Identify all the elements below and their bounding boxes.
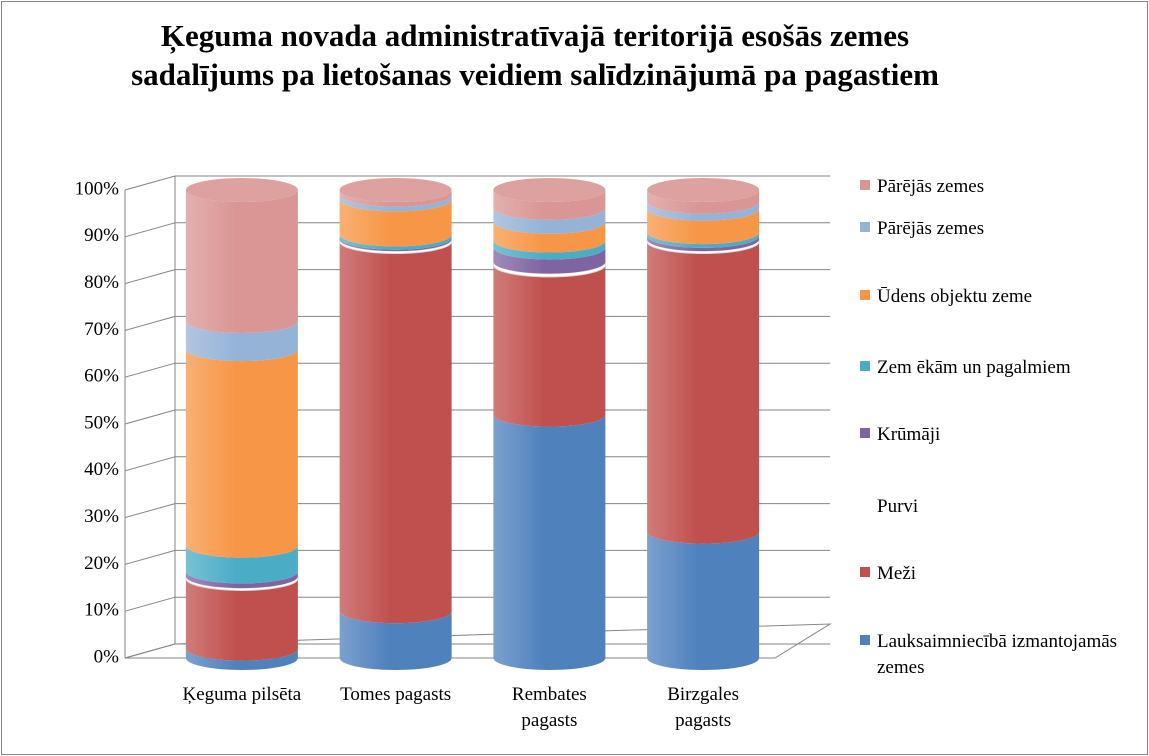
grid-diagonal <box>124 549 176 565</box>
x-tick-label: Ķeguma pilsēta <box>182 684 302 705</box>
cylinder-segment <box>185 190 298 334</box>
cylinder-segment <box>185 545 298 584</box>
cylinder-segment <box>339 190 452 207</box>
legend-swatch <box>860 635 870 645</box>
legend-label: Zem ēkām un pagalmiem <box>877 357 1071 378</box>
cylinder-segment <box>339 241 452 624</box>
y-tick-label: 80% <box>84 272 119 293</box>
legend-item: Pārējās zemes <box>860 174 1149 200</box>
cylinder-segment <box>647 190 760 214</box>
y-tick-label: 10% <box>84 600 119 621</box>
x-tick-label: Rembates pagasts <box>511 684 587 731</box>
legend-label: Purvi <box>877 496 919 517</box>
cylinder-segment <box>339 234 452 250</box>
cylinder-segment <box>493 414 606 670</box>
legend-swatch <box>860 428 870 438</box>
grid-diagonal <box>124 315 176 331</box>
legend-swatch <box>860 290 870 300</box>
legend-item: Pārējās zemes <box>860 216 1149 242</box>
grid-diagonal <box>124 222 176 238</box>
legend-label: Pārējās zemes <box>877 218 985 239</box>
cylinder-segment <box>647 201 760 221</box>
grid-diagonal <box>124 596 176 612</box>
grid-diagonal <box>124 643 176 659</box>
legend-label: Meži <box>877 563 917 584</box>
legend-item: Krūmāji <box>860 422 1149 448</box>
cylinder-top <box>493 178 606 202</box>
cylinder-top <box>339 178 452 202</box>
chart-title: Ķeguma novada administratīvajā teritorij… <box>131 18 939 92</box>
cylinder-segment <box>647 235 760 252</box>
legend-swatch <box>860 222 870 232</box>
cylinder-segment <box>185 321 298 362</box>
cylinder-segment <box>493 247 606 274</box>
cylinder-segment <box>493 207 606 234</box>
cylinder-segment <box>493 240 606 260</box>
legend-item: Zem ēkām un pagalmiem <box>860 355 1149 381</box>
legend-item: Purvi <box>860 494 1149 520</box>
cylinder-segment <box>647 232 760 248</box>
legend-swatch <box>860 180 870 190</box>
legend-item: Lauksaimniecībā izmantojamās zemes <box>860 629 1149 681</box>
cylinder-segment <box>339 199 452 247</box>
cylinder-segment <box>339 611 452 670</box>
y-tick-label: 0% <box>94 646 120 667</box>
grid-diagonal <box>124 269 176 285</box>
cylinder-segment <box>339 194 452 212</box>
y-tick-label: 100% <box>75 178 120 199</box>
grid-diagonal <box>124 175 176 191</box>
legend-swatch <box>860 500 870 510</box>
grid-diagonal <box>124 362 176 378</box>
cylinder-segment <box>647 208 760 245</box>
cylinder-segment <box>647 531 760 670</box>
cylinder-segment <box>185 571 298 589</box>
y-tick-label: 90% <box>84 225 119 246</box>
cylinder-segment <box>185 648 298 670</box>
y-tick-label: 50% <box>84 412 119 433</box>
cylinder-segment <box>493 221 606 253</box>
legend-label: Pārējās zemes <box>877 176 985 197</box>
cylinder-top <box>647 178 760 202</box>
y-tick-label: 20% <box>84 553 119 574</box>
cylinder-segment <box>493 264 606 427</box>
legend-item: Meži <box>860 561 1149 587</box>
grid-diagonal <box>124 503 176 519</box>
y-tick-label: 30% <box>84 506 119 527</box>
y-tick-label: 40% <box>84 459 119 480</box>
cylinder-segment <box>647 241 760 544</box>
y-tick-label: 70% <box>84 319 119 340</box>
cylinder-top <box>185 178 298 202</box>
cylinder-segment <box>185 578 298 661</box>
legend-swatch <box>860 361 870 371</box>
x-tick-label: Birzgales pagasts <box>667 684 739 731</box>
legend-label: Ūdens objektu zeme <box>877 286 1033 307</box>
legend-item: Ūdens objektu zeme <box>860 284 1149 310</box>
legend-label: Lauksaimniecībā izmantojamās zemes <box>877 631 1118 678</box>
cylinder-segment <box>185 349 298 558</box>
x-tick-label: Tomes pagasts <box>340 684 452 705</box>
cylinder-segment <box>493 190 606 220</box>
grid-diagonal <box>124 456 176 472</box>
legend-swatch <box>860 567 870 577</box>
legend-label: Krūmāji <box>877 424 941 445</box>
grid-diagonal <box>124 409 176 425</box>
y-tick-label: 60% <box>84 366 119 387</box>
